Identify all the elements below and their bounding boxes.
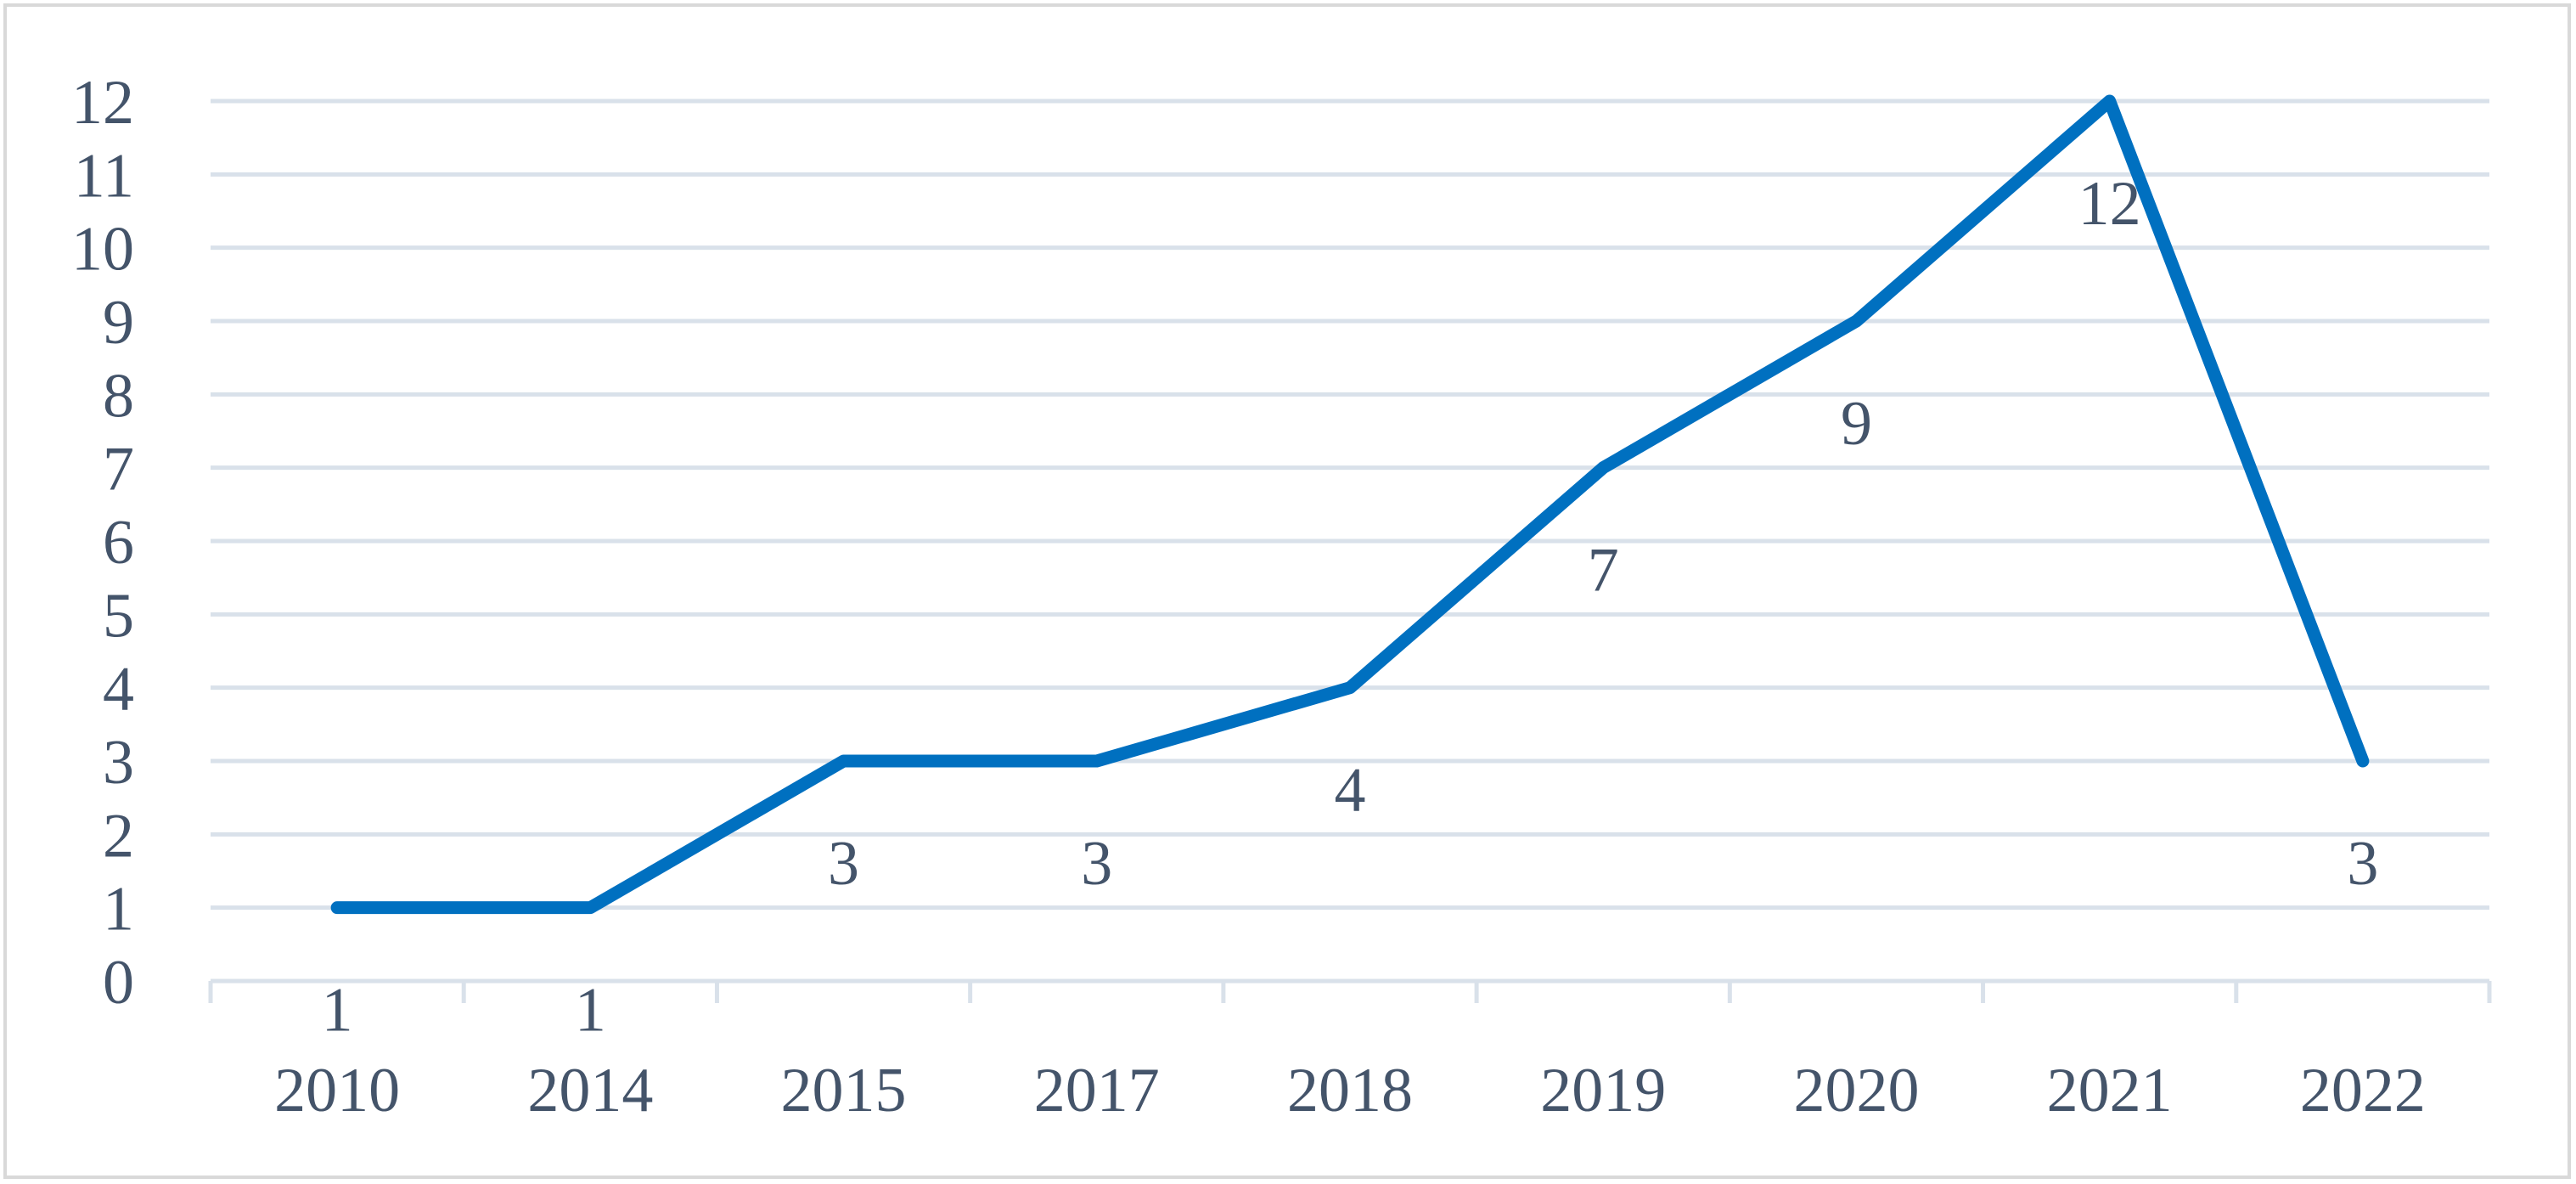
x-tick-label: 2022 [2300,1056,2426,1125]
y-tick-label: 6 [103,508,134,578]
data-label: 1 [322,976,353,1046]
y-tick-label: 1 [103,875,134,944]
gridlines [211,99,2489,911]
x-tick-label: 2021 [2047,1056,2173,1125]
y-tick-label: 5 [103,581,134,651]
y-tick-label: 3 [103,728,134,798]
data-label: 9 [1841,389,1872,459]
y-tick-label: 8 [103,361,134,431]
y-tick-label: 11 [74,141,134,211]
series [330,94,2370,915]
y-tick-label: 12 [71,68,134,138]
data-label: 7 [1588,536,1619,606]
data-point [1349,687,1351,689]
data-point [2362,760,2364,762]
data-point [336,907,338,909]
x-tick-label: 2010 [274,1056,400,1125]
data-point [1096,760,1098,762]
y-tick-label: 4 [103,655,134,724]
data-point [843,760,845,762]
data-label: 3 [828,829,859,899]
chart-frame: 0 1 2 3 4 5 6 7 8 9 10 11 12 2010 2014 2015 2017 2018 201… [3,3,2571,1179]
x-tick-label: 2018 [1287,1056,1413,1125]
data-point [589,907,591,909]
x-tick-label: 2020 [1793,1056,1919,1125]
y-tick-label: 7 [103,435,134,505]
x-axis-tick-labels: 2010 2014 2015 2017 2018 2019 2020 2021 2022 [274,1056,2426,1125]
data-point [1855,320,1857,322]
data-label: 3 [1081,829,1112,899]
y-tick-label: 9 [103,288,134,358]
x-tick-label: 2014 [527,1056,653,1125]
data-point [2109,100,2111,102]
data-label: 3 [2347,829,2378,899]
data-label: 4 [1335,756,1366,826]
y-tick-label: 0 [103,948,134,1018]
y-tick-label: 2 [103,801,134,871]
x-tick-label: 2015 [781,1056,907,1125]
series-line [330,94,2370,915]
data-label: 12 [2078,169,2141,239]
y-tick-label: 10 [71,215,134,285]
x-tick-label: 2017 [1034,1056,1160,1125]
data-labels: 1 1 3 3 4 7 9 12 3 [322,169,2379,1046]
x-axis [208,978,2492,1003]
data-point [1602,467,1604,469]
x-tick-label: 2019 [1540,1056,1666,1125]
data-label: 1 [575,976,606,1046]
